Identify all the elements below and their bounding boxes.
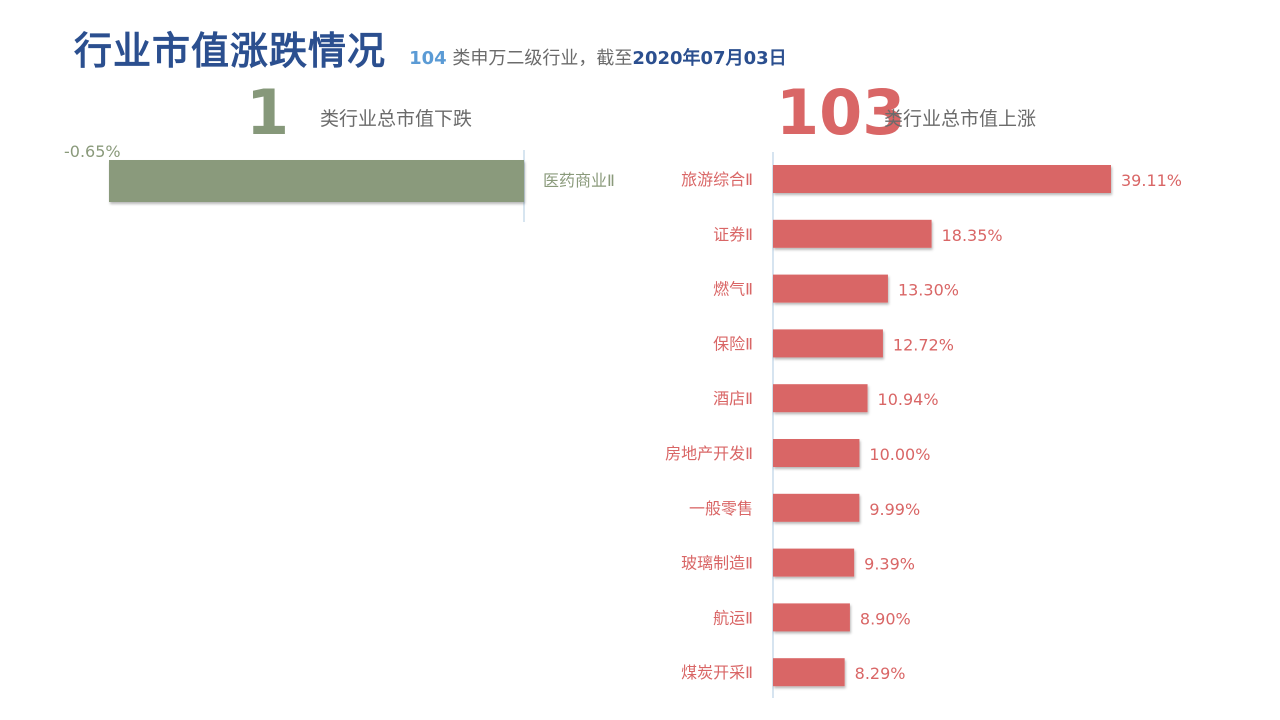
rise-bar (773, 548, 855, 577)
subtitle-date: 2020年07月03日 (632, 48, 787, 69)
header: 行业市值涨跌情况 104 类申万二级行业，截至2020年07月03日 (74, 20, 787, 75)
subtitle-text: 类申万二级行业，截至 (452, 48, 633, 69)
rise-value-label: 8.29% (855, 664, 906, 683)
subtitle: 104 类申万二级行业，截至2020年07月03日 (409, 48, 787, 69)
decline-count: 1 (246, 76, 290, 149)
rise-value-label: 8.90% (860, 609, 911, 628)
rise-value-label: 12.72% (893, 335, 954, 354)
rise-category-label: 旅游综合Ⅱ (681, 170, 753, 189)
subtitle-count: 104 (409, 48, 447, 69)
rise-bar (773, 658, 845, 687)
rise-value-label: 10.94% (878, 390, 939, 409)
rise-value-label: 18.35% (942, 226, 1003, 245)
page-title: 行业市值涨跌情况 (74, 29, 387, 73)
rise-value-label: 9.99% (869, 500, 920, 519)
rise-value-label: 39.11% (1121, 171, 1182, 190)
rise-category-label: 房地产开发Ⅱ (665, 444, 753, 463)
rise-bar (773, 165, 1111, 193)
rise-bar (773, 219, 932, 248)
rise-bar (773, 439, 860, 467)
decline-label: 类行业总市值下跌 (320, 108, 473, 130)
rise-bar (773, 329, 883, 358)
rise-category-label: 酒店Ⅱ (713, 389, 753, 408)
rise-label: 类行业总市值上涨 (884, 108, 1037, 130)
rise-category-label: 保险Ⅱ (713, 334, 753, 353)
rise-category-label: 玻璃制造Ⅱ (681, 554, 753, 573)
rise-category-label: 燃气Ⅱ (713, 280, 753, 299)
rise-bar (773, 384, 868, 413)
rise-bar (773, 493, 860, 522)
rise-category-label: 航运Ⅱ (713, 608, 753, 627)
rise-bar (773, 603, 850, 632)
decline-category-label: 医药商业Ⅱ (543, 171, 615, 190)
rise-value-label: 10.00% (869, 445, 930, 464)
rise-value-label: 9.39% (864, 555, 915, 574)
rise-count: 103 (776, 76, 906, 149)
rise-category-label: 证券Ⅱ (713, 225, 753, 244)
rise-bar (773, 274, 888, 303)
rise-category-label: 一般零售 (689, 499, 753, 518)
rise-category-label: 煤炭开采Ⅱ (681, 663, 753, 682)
decline-bar (109, 160, 524, 202)
decline-value-label: -0.65% (64, 142, 121, 161)
rise-value-label: 13.30% (898, 281, 959, 300)
